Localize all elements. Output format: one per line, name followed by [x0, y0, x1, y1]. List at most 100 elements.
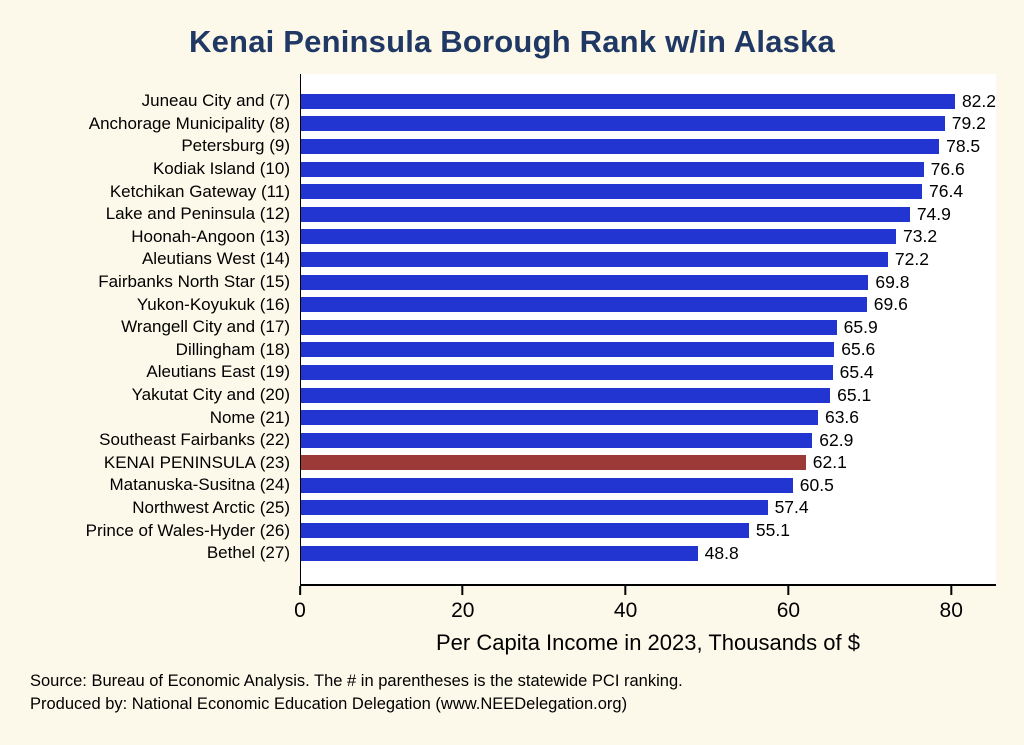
footer: Source: Bureau of Economic Analysis. The… [30, 670, 1024, 716]
highlighted-bar [301, 455, 806, 471]
axis-tick: 80 [940, 586, 963, 623]
category-label: Ketchikan Gateway (11) [109, 181, 290, 201]
category-label: Kodiak Island (10) [152, 159, 290, 179]
category-label: Hoonah-Angoon (13) [131, 226, 290, 246]
bar [301, 274, 869, 290]
tick-label: 0 [294, 599, 306, 623]
tick-label: 80 [939, 599, 963, 623]
bar [301, 319, 837, 335]
tick-label: 60 [776, 599, 801, 623]
tick-label: 40 [613, 599, 638, 623]
category-label: Juneau City and (7) [141, 91, 290, 111]
bar [301, 410, 818, 426]
axis-tick: 60 [777, 586, 800, 623]
bar [301, 138, 940, 154]
value-label: 48.8 [704, 542, 739, 563]
bar [301, 477, 793, 493]
axis-tick: 40 [614, 586, 637, 623]
producer-note: Produced by: National Economic Education… [30, 695, 628, 714]
bar [301, 297, 867, 313]
value-label: 63.6 [824, 407, 860, 428]
bar-row: 69.6 [301, 293, 996, 316]
axis-tick: 20 [451, 586, 474, 623]
bar [301, 500, 768, 516]
value-label: 79.2 [951, 113, 986, 134]
bar-row: 65.1 [301, 384, 996, 407]
value-label: 69.6 [873, 294, 908, 315]
category-label: Prince of Wales-Hyder (26) [85, 520, 290, 540]
category-label: Yukon-Koyukuk (16) [136, 294, 290, 314]
bar-row: 62.9 [301, 429, 996, 452]
plot-area: 82.2 79.2 78.5 76.6 76.4 74.9 73.2 72.2 69.8 69.6… [300, 74, 996, 585]
category-axis: Juneau City and (7) Anchorage Municipalit… [0, 74, 300, 584]
value-label: 69.8 [875, 271, 910, 292]
bar [301, 545, 698, 561]
bar [301, 206, 910, 222]
x-axis-spacer [0, 584, 300, 628]
bar [301, 161, 924, 177]
bar-row: 73.2 [301, 226, 996, 249]
bar [301, 342, 835, 358]
bar-row: 76.6 [301, 158, 996, 181]
x-axis-line: 0 20 40 60 80 [294, 584, 996, 628]
bar [301, 184, 923, 200]
category-label: Bethel (27) [206, 543, 290, 563]
category-label: Nome (21) [209, 407, 290, 427]
bar [301, 432, 813, 448]
category-label: Fairbanks North Star (15) [98, 272, 290, 292]
value-label: 73.2 [903, 226, 938, 247]
bar-row: 65.9 [301, 316, 996, 339]
bar-row: 60.5 [301, 474, 996, 497]
value-label: 55.1 [755, 520, 790, 541]
value-label: 76.6 [930, 158, 965, 179]
bar-row: 82.2 [301, 90, 996, 113]
x-axis: 0 20 40 60 80 [0, 584, 996, 628]
bar-row: 62.1 [301, 452, 996, 475]
bar-row: 78.5 [301, 135, 996, 158]
bar [301, 364, 833, 380]
category-label: Aleutians West (14) [141, 249, 290, 269]
tick-mark [461, 586, 464, 596]
tick-label: 20 [451, 599, 475, 623]
value-label: 65.4 [839, 361, 874, 382]
tick-mark [787, 586, 790, 596]
value-label: 82.2 [961, 90, 996, 111]
value-label: 65.9 [843, 316, 878, 337]
value-label: 65.1 [837, 384, 872, 405]
value-label: 57.4 [774, 497, 809, 518]
category-label: Matanuska-Susitna (24) [109, 475, 290, 495]
tick-mark [299, 586, 301, 596]
value-label: 74.9 [916, 203, 951, 224]
value-label: 78.5 [946, 135, 981, 156]
bar [301, 93, 955, 109]
bar-row: 79.2 [301, 113, 996, 136]
category-label: Northwest Arctic (25) [132, 497, 290, 517]
bar-row: 74.9 [301, 203, 996, 226]
category-label: Dillingham (18) [175, 339, 290, 359]
bar [301, 229, 897, 245]
x-axis-title-row: Per Capita Income in 2023, Thousands of … [0, 628, 996, 656]
bar-row: 63.6 [301, 406, 996, 429]
chart-title: Kenai Peninsula Borough Rank w/in Alaska [189, 24, 835, 59]
tick-mark [950, 586, 953, 596]
x-axis-title-spacer [0, 628, 300, 656]
category-label: Wrangell City and (17) [121, 317, 290, 337]
bar-row: 76.4 [301, 180, 996, 203]
category-label: Lake and Peninsula (12) [105, 204, 290, 224]
axis-tick: 0 [294, 586, 306, 623]
value-label: 62.9 [819, 429, 854, 450]
x-axis-title: Per Capita Income in 2023, Thousands of … [436, 630, 860, 656]
bar-row: 55.1 [301, 519, 996, 542]
value-label: 62.1 [812, 452, 847, 473]
bar-row: 65.6 [301, 339, 996, 362]
bar [301, 387, 831, 403]
value-label: 76.4 [929, 181, 964, 202]
bar-row: 72.2 [301, 248, 996, 271]
category-label: Southeast Fairbanks (22) [99, 430, 290, 450]
bar-row: 69.8 [301, 271, 996, 294]
bar-row: 65.4 [301, 361, 996, 384]
bar-row: 48.8 [301, 542, 996, 565]
category-label: Aleutians East (19) [146, 362, 290, 382]
category-label: Petersburg (9) [181, 136, 290, 156]
